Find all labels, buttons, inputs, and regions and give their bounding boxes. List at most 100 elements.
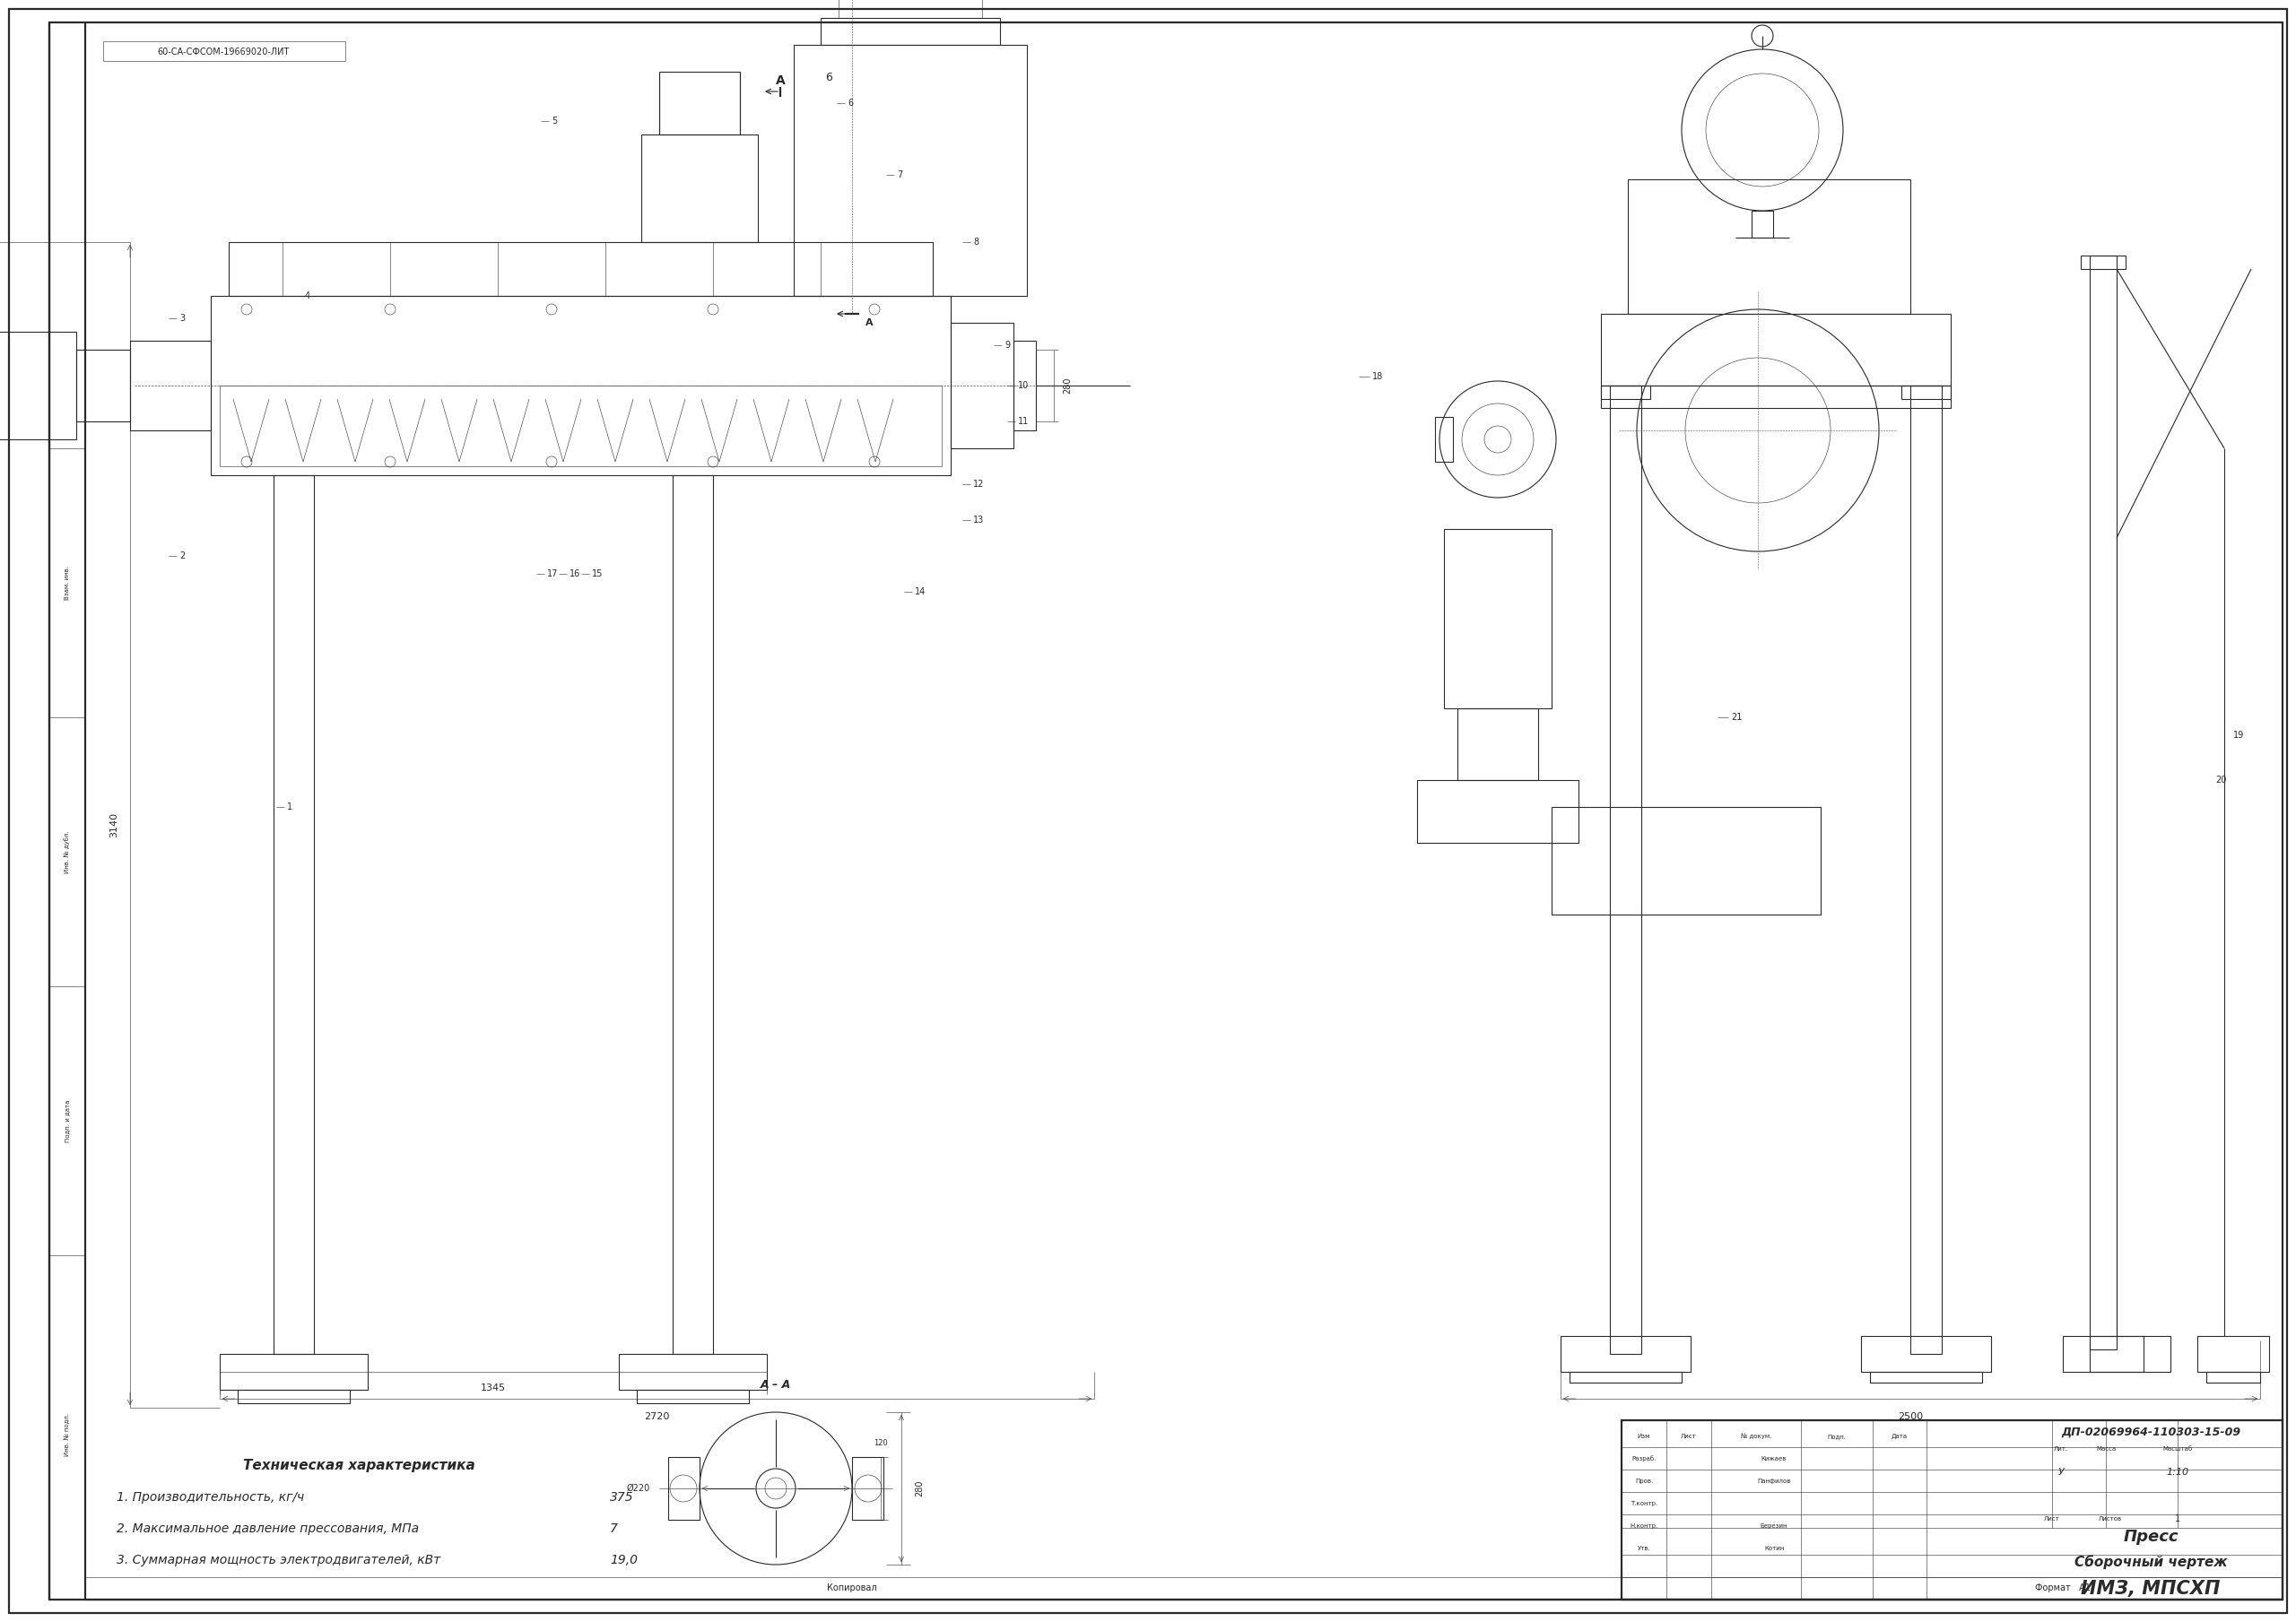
Bar	[659, 71, 739, 135]
Text: 7: 7	[898, 170, 902, 180]
Text: Техническая характеристика: Техническая характеристика	[243, 1460, 475, 1473]
Text: Масштаб: Масштаб	[2163, 1447, 2193, 1452]
Text: 2500: 2500	[1899, 1413, 1924, 1421]
Text: 7: 7	[611, 1523, 618, 1534]
Bar	[103, 41, 344, 62]
Bar	[0, 333, 76, 440]
Bar	[1752, 211, 1773, 237]
Text: A – A: A – A	[760, 1379, 792, 1392]
Text: 5: 5	[551, 117, 558, 125]
Bar	[794, 45, 1026, 295]
Text: 16: 16	[569, 569, 581, 579]
Text: 19,0: 19,0	[611, 1554, 638, 1567]
Text: Дата: Дата	[1892, 1434, 1908, 1439]
Text: 3. Суммарная мощность электродвигателей, кВт: 3. Суммарная мощность электродвигателей,…	[117, 1554, 441, 1567]
Text: Панфилов: Панфилов	[1756, 1479, 1791, 1484]
Text: Лист: Лист	[2043, 1517, 2060, 1521]
Bar	[1901, 386, 1952, 399]
Bar	[273, 475, 315, 1354]
Bar	[220, 1354, 367, 1390]
Text: Лит.: Лит.	[2055, 1447, 2069, 1452]
Text: 12: 12	[974, 480, 985, 488]
Text: У: У	[2057, 1468, 2064, 1476]
Text: Взам. инв.: Взам. инв.	[64, 566, 69, 600]
Text: 20: 20	[2216, 775, 2227, 785]
Text: 3: 3	[179, 313, 186, 323]
Text: 18: 18	[1373, 371, 1382, 381]
Bar	[1417, 780, 1580, 843]
Text: Н.контр.: Н.контр.	[1630, 1523, 1658, 1530]
Text: Инв. № дубл.: Инв. № дубл.	[64, 830, 71, 873]
Bar	[2197, 1337, 2268, 1372]
Bar	[636, 1390, 748, 1403]
Bar	[1600, 313, 1952, 386]
Text: 2. Максимальное давление прессования, МПа: 2. Максимальное давление прессования, МП…	[117, 1523, 418, 1534]
Text: ДП-02069964-110303-15-09: ДП-02069964-110303-15-09	[2062, 1426, 2241, 1437]
Text: 15: 15	[592, 569, 604, 579]
Text: 1: 1	[2174, 1515, 2181, 1523]
Text: Подп. и дата: Подп. и дата	[64, 1100, 69, 1142]
Text: Изм: Изм	[1637, 1434, 1651, 1439]
Bar	[951, 323, 1013, 448]
Text: 10: 10	[1017, 381, 1029, 389]
Text: 3140: 3140	[110, 813, 119, 837]
Text: Березин: Березин	[1761, 1523, 1789, 1530]
Text: 280: 280	[1063, 378, 1072, 394]
Bar	[1600, 386, 1651, 399]
Text: Инв. № подл.: Инв. № подл.	[64, 1413, 71, 1457]
Text: № докум.: № докум.	[1740, 1434, 1773, 1439]
Text: 280: 280	[914, 1481, 923, 1497]
Text: 8: 8	[974, 237, 978, 247]
Text: Кижаев: Кижаев	[1761, 1457, 1786, 1461]
Text: ИМЗ, МПСХП: ИМЗ, МПСХП	[2080, 1580, 2220, 1598]
Text: Разраб.: Разраб.	[1632, 1457, 1655, 1461]
Bar	[1435, 417, 1453, 462]
Bar	[673, 475, 714, 1354]
Bar	[1444, 529, 1552, 709]
Text: 6: 6	[847, 99, 854, 107]
Bar	[230, 242, 932, 295]
Bar	[76, 350, 131, 422]
Bar	[2206, 1372, 2259, 1382]
Text: 4: 4	[305, 292, 310, 300]
Text: 9: 9	[1006, 341, 1010, 350]
Text: Пров.: Пров.	[1635, 1479, 1653, 1484]
Text: Т.контр.: Т.контр.	[1630, 1500, 1658, 1507]
Text: 19: 19	[2234, 732, 2243, 740]
Bar	[239, 1390, 349, 1403]
Bar	[1862, 1337, 1991, 1372]
Text: Формат   A1: Формат A1	[2034, 1583, 2092, 1593]
Text: A: A	[776, 75, 785, 88]
Bar	[1570, 1372, 1681, 1382]
Text: Листов: Листов	[2099, 1517, 2122, 1521]
Bar	[1561, 1337, 1690, 1372]
Text: A: A	[866, 318, 872, 328]
Text: Ø220: Ø220	[627, 1484, 650, 1492]
Bar	[1458, 709, 1538, 780]
Text: Котин: Котин	[1763, 1546, 1784, 1551]
Text: 17: 17	[546, 569, 558, 579]
Text: 375: 375	[611, 1491, 634, 1504]
Text: 1. Производительность, кг/ч: 1. Производительность, кг/ч	[117, 1491, 305, 1504]
Bar	[2062, 1337, 2144, 1372]
Text: Лист: Лист	[1681, 1434, 1697, 1439]
Text: 2720: 2720	[643, 1413, 668, 1421]
Text: 1: 1	[287, 803, 292, 811]
Text: 2: 2	[179, 551, 186, 560]
Text: 11: 11	[1017, 417, 1029, 427]
Bar	[1013, 341, 1035, 430]
Bar	[838, 0, 983, 18]
Text: 60-СА-СФСОМ-19669020-ЛИТ: 60-СА-СФСОМ-19669020-ЛИТ	[156, 47, 289, 57]
Bar	[2080, 256, 2126, 269]
Text: 1:10: 1:10	[2167, 1468, 2188, 1476]
Text: 21: 21	[1731, 712, 1743, 722]
Text: Масса: Масса	[2096, 1447, 2117, 1452]
Text: 6: 6	[824, 71, 831, 84]
Bar	[1869, 1372, 1981, 1382]
Text: Пресс: Пресс	[2124, 1530, 2179, 1544]
Text: 1345: 1345	[480, 1384, 505, 1392]
Text: Сборочный чертеж: Сборочный чертеж	[2073, 1555, 2227, 1568]
Text: Утв.: Утв.	[1637, 1546, 1651, 1551]
Bar	[2089, 256, 2117, 1350]
Bar	[668, 1457, 700, 1520]
